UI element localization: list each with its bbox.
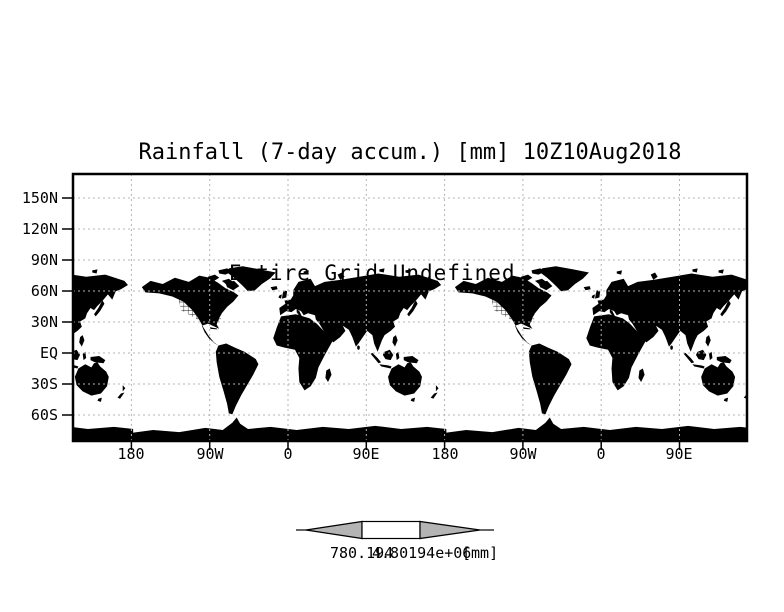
y-tick-label-90n: 90N [30, 251, 58, 269]
y-tick-label-30n: 30N [30, 313, 58, 331]
x-tick-label-0-2: 0 [596, 445, 606, 463]
map-tile-outline [129, 266, 447, 441]
colorbar-left-arrow [305, 520, 363, 540]
colorbar-right-arrow [419, 520, 481, 540]
y-tick-label-eq: EQ [39, 344, 58, 362]
x-tick-label-90w-2: 90W [509, 445, 537, 463]
plot-title: Rainfall (7-day accum.) [mm] 10Z10Aug201… [138, 140, 682, 165]
colorbar-min-label: 780.194 [330, 544, 394, 562]
x-tick-label-180-2: 180 [431, 445, 459, 463]
x-tick-label-90e-1: 90E [352, 445, 380, 463]
x-tick-label-180-1: 180 [117, 445, 145, 463]
y-tick-label-120n: 120N [21, 220, 58, 238]
y-tick-label-60s: 60S [30, 406, 58, 424]
latitude-gridlines [73, 197, 747, 416]
undefined-grid-message: Entire Grid Undefined [229, 261, 516, 285]
y-tick-label-150n: 150N [21, 189, 58, 207]
map-tile-shaded [442, 266, 747, 441]
y-axis-ticks [62, 197, 72, 416]
colorbar-units-label: [mm] [462, 544, 499, 562]
colorbar-middle-box [361, 520, 421, 540]
world-map [73, 266, 747, 441]
y-tick-label-60n: 60N [30, 282, 58, 300]
x-tick-label-0-1: 0 [283, 445, 293, 463]
y-tick-label-30s: 30S [30, 375, 58, 393]
x-tick-label-90e-2: 90E [665, 445, 693, 463]
plot-frame [71, 172, 749, 443]
x-tick-label-90w-1: 90W [196, 445, 224, 463]
colorbar [296, 520, 494, 540]
colorbar-max-label: 4.80194e+06 [372, 544, 472, 562]
x-axis-ticks [130, 442, 681, 450]
